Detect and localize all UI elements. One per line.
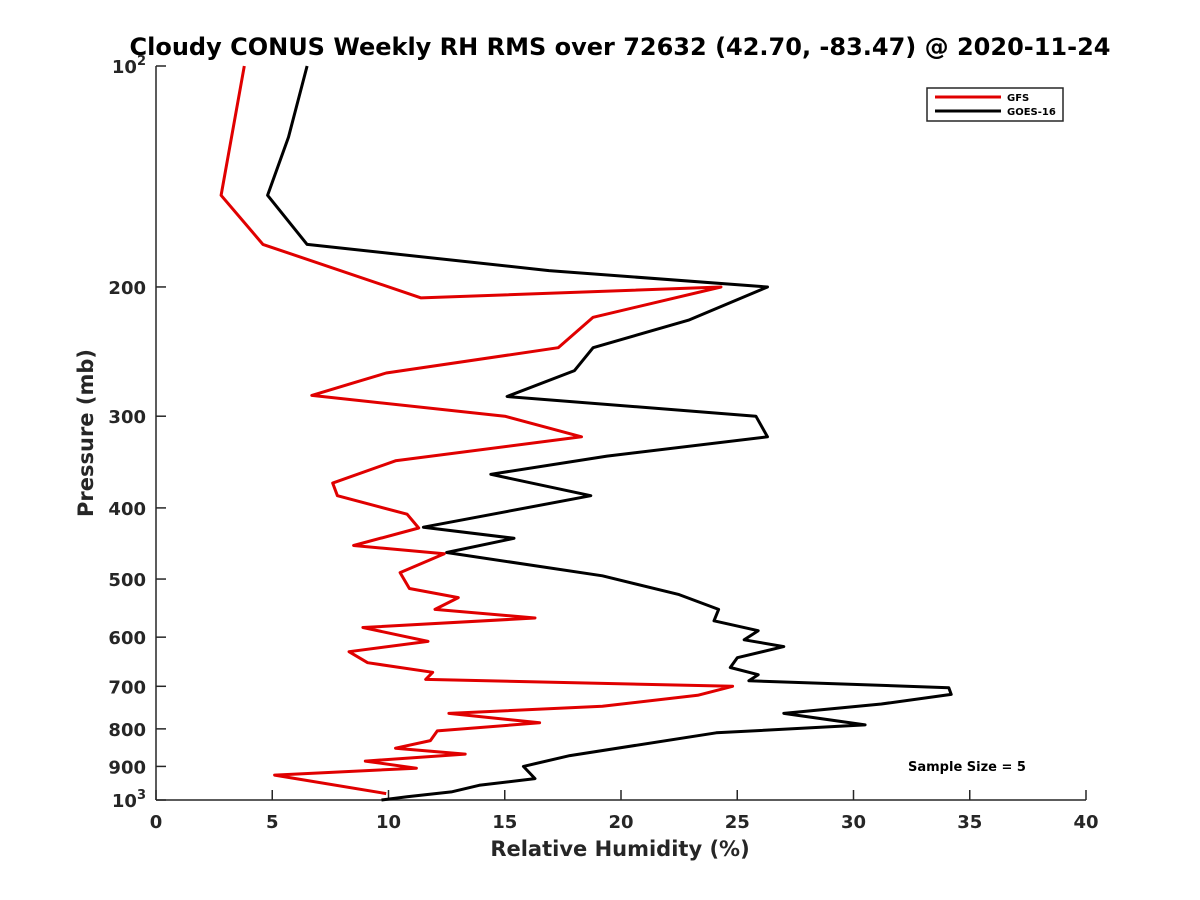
x-axis-label: Relative Humidity (%): [490, 837, 749, 861]
sample-size-annotation: Sample Size = 5: [908, 760, 1026, 775]
x-tick-label: 35: [957, 812, 982, 833]
y-tick-label: 102: [112, 54, 146, 78]
x-tick-label: 5: [266, 812, 279, 833]
x-tick-label: 20: [608, 812, 633, 833]
y-tick-label: 600: [108, 628, 146, 649]
y-tick-label: 500: [108, 570, 146, 591]
y-tick-label: 200: [108, 278, 146, 299]
series-layer: [219, 65, 953, 802]
y-tick-label: 400: [108, 499, 146, 520]
x-tick-label: 10: [376, 812, 401, 833]
legend-entry: GFS: [1007, 93, 1029, 104]
y-tick-label: 800: [108, 720, 146, 741]
plot-frame: [155, 66, 1086, 801]
y-tick-label: 700: [108, 677, 146, 698]
x-tick-label: 40: [1073, 812, 1098, 833]
y-axis-label: Pressure (mb): [74, 349, 98, 517]
x-tick-label: 15: [492, 812, 517, 833]
x-tick-label: 25: [725, 812, 750, 833]
legend-entry: GOES-16: [1007, 107, 1056, 118]
x-axis: 0 5 10 15 20 25 30 35 40: [150, 790, 1099, 833]
chart-title: Cloudy CONUS Weekly RH RMS over 72632 (4…: [130, 33, 1111, 61]
y-tick-label: 103: [112, 788, 146, 812]
series-line-gfs: [219, 65, 735, 796]
y-tick-label: 900: [108, 757, 146, 778]
y-tick-label: 300: [108, 407, 146, 428]
x-tick-label: 30: [841, 812, 866, 833]
legend-box: [926, 87, 1064, 122]
legend: GFS GOES-16: [926, 87, 1064, 122]
series-line-goes-16: [266, 65, 953, 802]
y-axis: 102 200 300 400 500 600 700 800 900 103: [108, 54, 166, 812]
x-tick-label: 0: [150, 812, 163, 833]
